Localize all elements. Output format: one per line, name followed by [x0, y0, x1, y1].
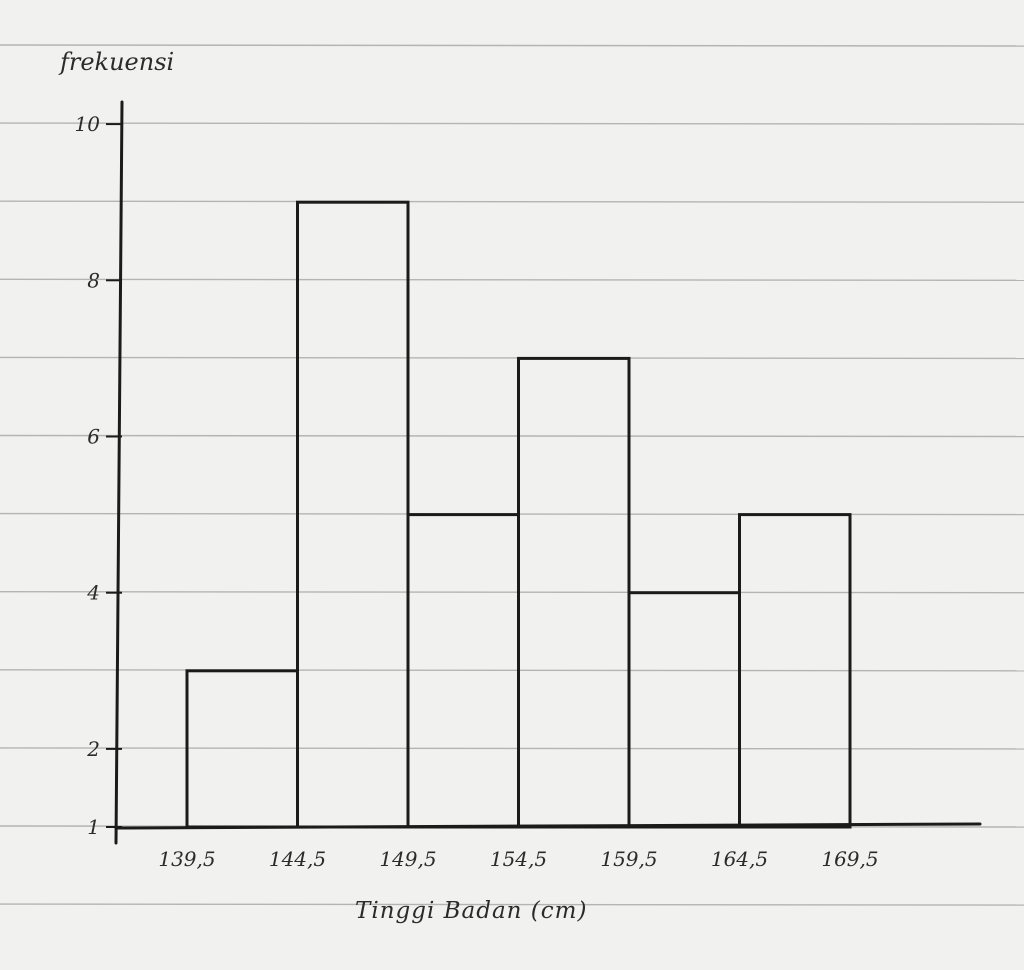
- x-tick-label: 169,5: [821, 847, 878, 871]
- ruled-line: [0, 669, 1024, 672]
- ruled-line: [0, 434, 1024, 438]
- y-tick-label: 1: [87, 815, 100, 839]
- x-tick-label: 164,5: [711, 847, 768, 871]
- x-axis-line: [114, 822, 982, 830]
- x-tick-labels: 139,5 144,5 149,5 154,5 159,5 164,5 169,5: [158, 847, 878, 871]
- ruled-line: [0, 591, 1024, 594]
- y-axis-label: frekuensi: [58, 48, 174, 76]
- y-tick-label: 2: [86, 737, 100, 761]
- ruled-line: [0, 200, 1024, 203]
- x-tick-label: 159,5: [600, 847, 657, 871]
- y-tick-label: 6: [87, 425, 100, 449]
- ruled-line: [0, 44, 1024, 47]
- ruled-line: [0, 122, 1024, 125]
- histogram-bar: [738, 513, 852, 829]
- ruled-line: [0, 903, 1024, 906]
- x-tick-label: 154,5: [490, 847, 547, 871]
- chart-axes: [114, 100, 982, 845]
- ruled-line: [0, 747, 1024, 750]
- x-axis-label: Tinggi Badan (cm): [355, 898, 587, 924]
- y-axis-line: [114, 100, 124, 845]
- ruled-line: [0, 278, 1024, 281]
- ruled-line: [0, 356, 1024, 360]
- x-tick-label: 149,5: [379, 847, 436, 871]
- y-tick-label: 4: [86, 581, 100, 605]
- y-tick-label: 10: [75, 112, 101, 136]
- y-tick-labels: 1 2 4 6 8 10: [75, 112, 122, 839]
- y-tick-label: 8: [87, 268, 100, 292]
- x-tick-label: 139,5: [158, 847, 215, 871]
- x-tick-label: 144,5: [269, 847, 326, 871]
